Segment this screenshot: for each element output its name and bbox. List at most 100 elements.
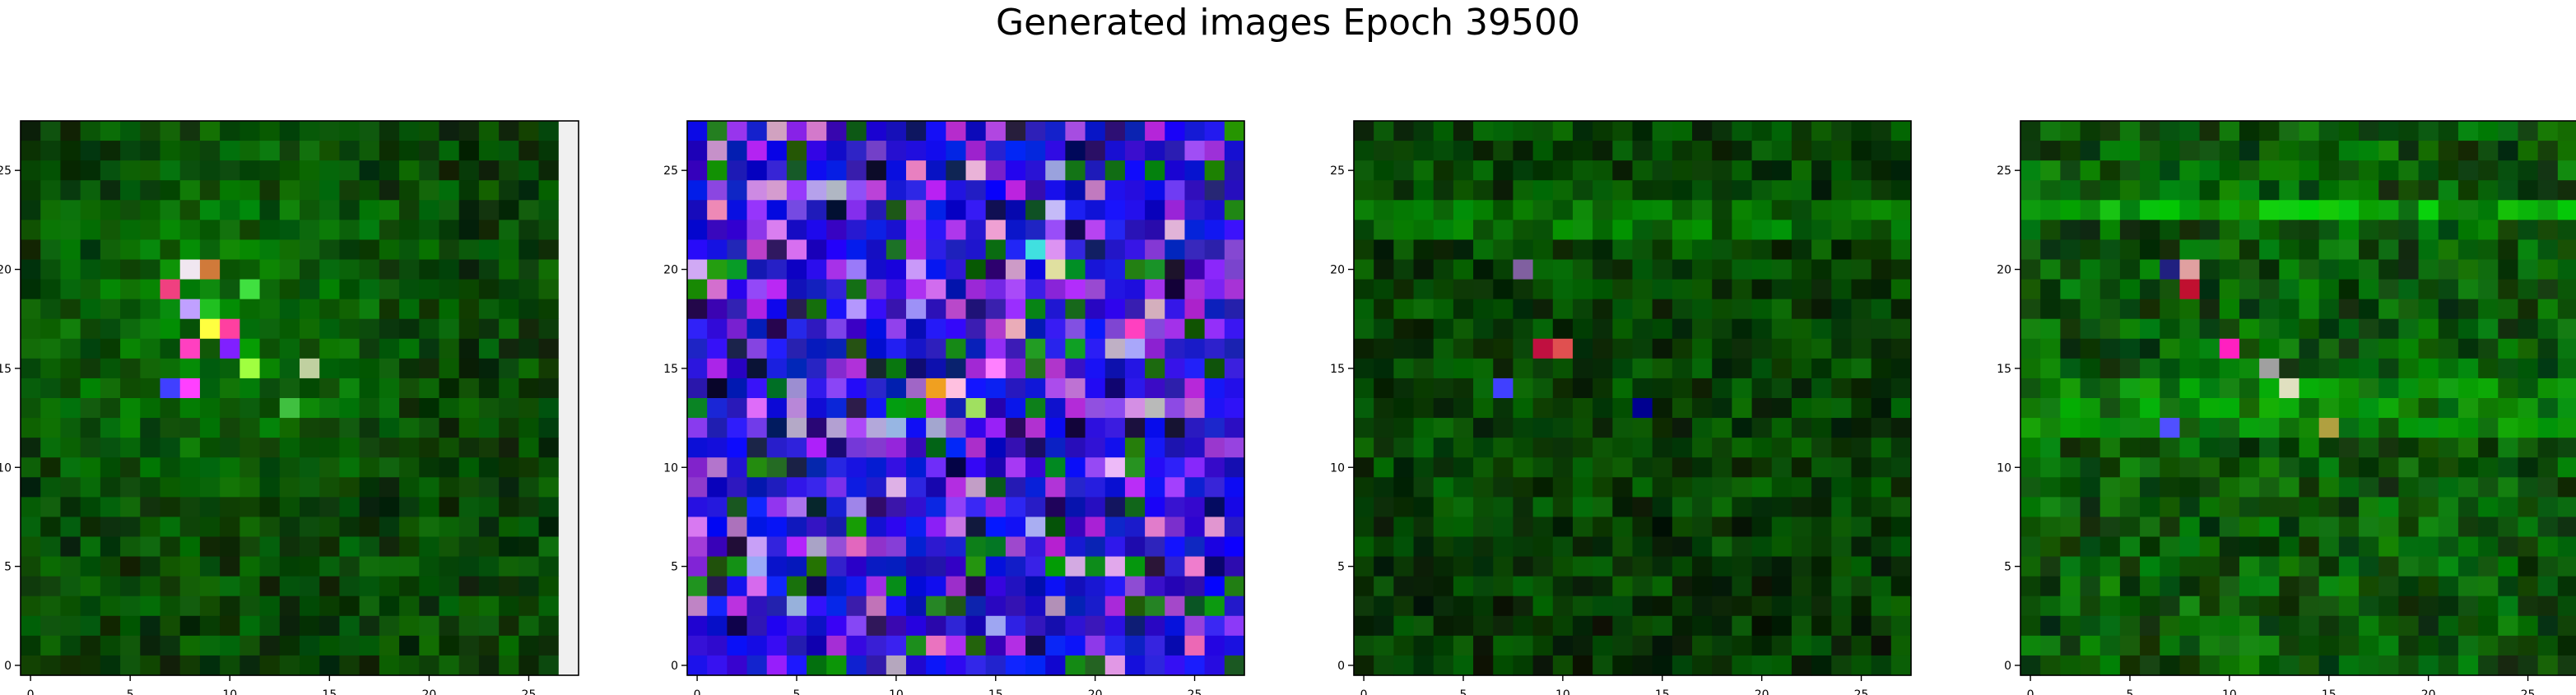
pixel — [160, 477, 181, 498]
pixel — [926, 259, 946, 280]
pixel — [359, 655, 380, 676]
pixel — [279, 418, 300, 438]
pixel — [1145, 438, 1165, 458]
pixel — [100, 121, 121, 141]
pixel — [1204, 299, 1225, 320]
pixel — [727, 160, 748, 181]
pixel — [2119, 358, 2141, 379]
pixel — [439, 398, 460, 419]
pixel — [2359, 121, 2379, 141]
pixel — [339, 279, 360, 300]
pixel — [2219, 438, 2240, 458]
pixel — [2498, 556, 2519, 577]
pixel — [1712, 615, 1732, 637]
pixel — [2457, 615, 2479, 637]
pixel — [80, 180, 101, 201]
pixel — [2457, 358, 2479, 379]
pixel — [1413, 635, 1434, 656]
pixel — [419, 200, 440, 220]
pixel — [458, 378, 480, 399]
pixel — [2338, 200, 2360, 220]
pixel — [2080, 180, 2101, 201]
pixel — [2020, 517, 2041, 538]
pixel — [905, 615, 927, 637]
pixel — [2080, 595, 2101, 617]
pixel — [1493, 615, 1514, 637]
pixel — [558, 378, 579, 399]
pixel — [1612, 497, 1634, 518]
pixel — [807, 200, 827, 220]
pixel — [2239, 615, 2260, 637]
pixel — [1751, 279, 1773, 300]
pixel — [965, 279, 987, 300]
pixel — [140, 398, 161, 419]
pixel — [2080, 200, 2101, 220]
pixel — [1025, 121, 1046, 141]
pixel — [300, 141, 320, 161]
pixel — [259, 477, 281, 498]
pixel — [1612, 398, 1634, 419]
pixel — [220, 318, 240, 340]
pixel — [946, 457, 967, 478]
pixel — [1124, 576, 1146, 597]
pixel — [1890, 438, 1912, 458]
pixel — [2557, 259, 2576, 280]
pixel — [2040, 497, 2061, 518]
pixel — [905, 438, 927, 458]
x-tick-label: 25 — [1188, 688, 1202, 695]
pixel — [707, 438, 728, 458]
pixel — [1165, 200, 1186, 220]
pixel — [1473, 200, 1494, 220]
pixel — [1632, 338, 1653, 359]
pixel — [1831, 338, 1853, 359]
pixel — [40, 121, 62, 141]
pixel — [1493, 160, 1514, 181]
pixel — [807, 338, 827, 359]
pixel — [60, 279, 81, 300]
pixel — [1393, 279, 1415, 300]
pixel — [2518, 378, 2539, 399]
pixel — [1652, 438, 1673, 458]
y-tick-label: 15 — [663, 363, 678, 376]
pixel — [518, 121, 540, 141]
pixel — [1224, 576, 1245, 597]
pixel — [1165, 536, 1186, 558]
pixel — [1672, 259, 1693, 280]
pixel — [2359, 536, 2379, 558]
pixel — [1453, 279, 1474, 300]
pixel — [2438, 378, 2459, 399]
pixel — [558, 398, 579, 419]
pixel — [199, 338, 221, 359]
pixel — [1124, 220, 1146, 241]
pixel — [2498, 299, 2519, 320]
pixel — [926, 279, 946, 300]
pixel — [2478, 536, 2499, 558]
pixel — [886, 556, 907, 577]
pixel — [1811, 635, 1832, 656]
pixel — [2378, 141, 2399, 161]
pixel — [239, 635, 261, 656]
pixel — [807, 358, 827, 379]
pixel — [1732, 517, 1753, 538]
pixel — [40, 141, 62, 161]
pixel — [1672, 457, 1693, 478]
pixel — [2418, 239, 2439, 261]
pixel — [1433, 358, 1454, 379]
pixel — [2359, 239, 2379, 261]
pixel — [1692, 279, 1713, 300]
pixel — [40, 338, 62, 359]
pixel — [2498, 517, 2519, 538]
pixel — [965, 595, 987, 617]
pixel — [339, 635, 360, 656]
pixel — [300, 595, 320, 617]
pixel — [1005, 457, 1026, 478]
pixel — [2199, 595, 2220, 617]
pixel — [1732, 141, 1753, 161]
pixel — [2160, 576, 2181, 597]
pixel — [60, 635, 81, 656]
pixel — [2160, 279, 2181, 300]
pixel — [518, 180, 540, 201]
pixel — [1552, 279, 1574, 300]
pixel — [1811, 200, 1832, 220]
pixel — [1791, 299, 1812, 320]
